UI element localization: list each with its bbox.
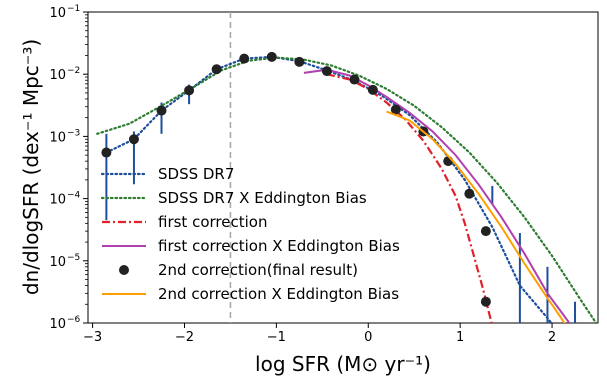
legend-entry: SDSS DR7 X Eddington Bias — [158, 189, 367, 207]
series-5-point — [184, 85, 195, 96]
y-tick-label: 10 — [49, 317, 66, 332]
y-tick-exponent: −2 — [67, 66, 80, 76]
y-tick-exponent: −4 — [67, 191, 81, 201]
series-5-point — [266, 51, 277, 62]
series-2-line — [96, 56, 598, 323]
x-tick-label: −2 — [175, 330, 194, 345]
legend-entry: first correction X Eddington Bias — [158, 237, 400, 255]
legend-marker — [119, 265, 129, 275]
legend-entry: 2nd correction(final result) — [158, 261, 358, 279]
x-tick-label: 1 — [456, 330, 464, 345]
series-5-point — [239, 53, 250, 64]
series-1-line — [105, 55, 553, 323]
series-layer — [96, 51, 598, 323]
y-tick-label: 10 — [49, 193, 66, 208]
series-3-line — [326, 73, 493, 323]
y-tick-exponent: −1 — [67, 4, 80, 14]
series-5-point — [349, 74, 360, 85]
series-5-point — [211, 64, 222, 75]
y-axis-label: dn/dlogSFR (dex⁻¹ Mpc⁻³) — [19, 39, 43, 295]
series-5-point — [321, 66, 332, 77]
plot-frame — [87, 11, 599, 324]
y-tick-label: 10 — [49, 255, 66, 270]
legend-entry: first correction — [158, 213, 267, 231]
x-tick-label: 2 — [548, 330, 556, 345]
y-tick-label: 10 — [49, 68, 66, 83]
series-5-point — [156, 105, 167, 116]
series-5-point — [480, 226, 491, 237]
y-tick-exponent: −3 — [67, 128, 80, 138]
series-5-point — [480, 296, 491, 307]
y-tick-exponent: −6 — [67, 315, 81, 325]
series-5-point — [367, 84, 378, 95]
series-6-line — [386, 110, 566, 323]
y-tick-label: 10 — [49, 130, 66, 145]
y-tick-exponent: −5 — [67, 253, 80, 263]
y-axis-ticks: 10−610−510−410−310−210−1 — [49, 4, 88, 332]
x-axis-label: log SFR (M⊙ yr⁻¹) — [255, 352, 431, 376]
series-5-point — [294, 56, 305, 67]
legend-entry: SDSS DR7 — [158, 165, 234, 183]
x-tick-label: −3 — [83, 330, 102, 345]
x-tick-label: −1 — [267, 330, 286, 345]
x-axis-ticks: −3 −2 −1 0 1 2 — [83, 323, 556, 345]
y-tick-label: 10 — [49, 6, 66, 21]
legend: SDSS DR7 SDSS DR7 X Eddington Bias first c… — [100, 165, 400, 303]
series-5-point — [464, 188, 475, 199]
legend-entry: 2nd correction X Eddington Bias — [158, 285, 399, 303]
series-5-point — [101, 147, 112, 158]
series-5-point — [390, 104, 401, 115]
series-5-point — [128, 134, 139, 145]
x-tick-label: 0 — [364, 330, 372, 345]
